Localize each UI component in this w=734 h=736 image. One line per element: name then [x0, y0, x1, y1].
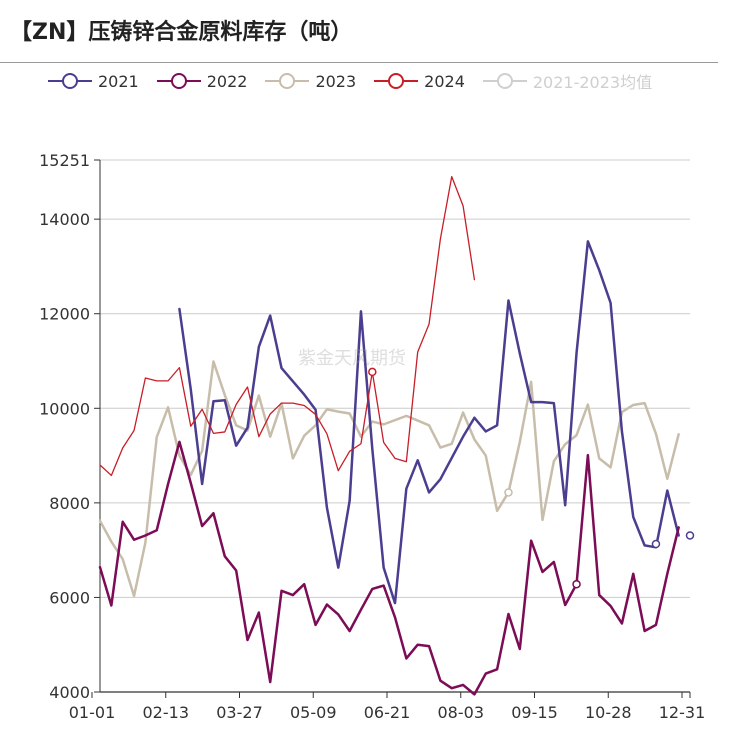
legend: 2021 2022 2023 2024 2021-2023均值 — [48, 68, 652, 94]
data-point-2021 — [651, 539, 661, 549]
y-tick-label: 10000 — [39, 399, 90, 418]
y-tick-label: 8000 — [49, 494, 90, 513]
x-tick-label: 08-03 — [438, 703, 485, 722]
y-tick-label: 4000 — [49, 683, 90, 702]
title-divider — [0, 62, 718, 63]
legend-item-2021[interactable]: 2021 — [48, 71, 139, 91]
series-line-2022 — [98, 440, 680, 696]
x-tick-label: 01-01 — [69, 703, 116, 722]
legend-label: 2023 — [315, 71, 357, 91]
legend-line-circle-icon — [374, 73, 419, 89]
x-tick-label: 03-27 — [216, 703, 263, 722]
legend-item-2021-2023均值[interactable]: 2021-2023均值 — [482, 69, 653, 93]
data-point-2024 — [368, 367, 377, 377]
legend-line-circle-icon — [48, 73, 92, 89]
data-point-2023 — [504, 488, 513, 497]
data-point-2022 — [572, 579, 581, 589]
legend-line-circle-icon — [265, 73, 310, 89]
legend-label: 2024 — [424, 71, 465, 91]
legend-label: 2021-2023均值 — [532, 73, 653, 92]
legend-line-circle-icon — [156, 73, 201, 89]
legend-line-circle-icon — [482, 73, 527, 89]
legend-label: 2022 — [206, 71, 248, 91]
x-tick-label: 12-31 — [659, 703, 706, 722]
data-point-2021 — [685, 531, 695, 540]
x-tick-label: 05-09 — [290, 703, 337, 722]
series-line-2024 — [99, 175, 476, 477]
x-tick-label: 09-15 — [511, 703, 558, 722]
chart-title: 【ZN】压铸锌合金原料库存（吨） — [10, 20, 353, 45]
legend-item-2023[interactable]: 2023 — [265, 71, 356, 91]
y-tick-label: 14000 — [39, 210, 90, 229]
legend-item-2024[interactable]: 2024 — [374, 71, 465, 91]
x-tick-label: 06-21 — [364, 703, 411, 722]
series-line-2023 — [98, 360, 680, 598]
legend-item-2022[interactable]: 2022 — [156, 71, 248, 91]
y-tick-label: 15251 — [39, 151, 90, 170]
legend-label: 2021 — [98, 71, 139, 91]
y-tick-label: 6000 — [49, 588, 90, 607]
x-tick-label: 10-28 — [585, 703, 632, 722]
watermark: 紫金天风期货 — [298, 348, 406, 369]
x-tick-label: 02-13 — [143, 703, 190, 722]
y-tick-label: 12000 — [39, 305, 90, 324]
series-line-2021 — [178, 240, 680, 605]
